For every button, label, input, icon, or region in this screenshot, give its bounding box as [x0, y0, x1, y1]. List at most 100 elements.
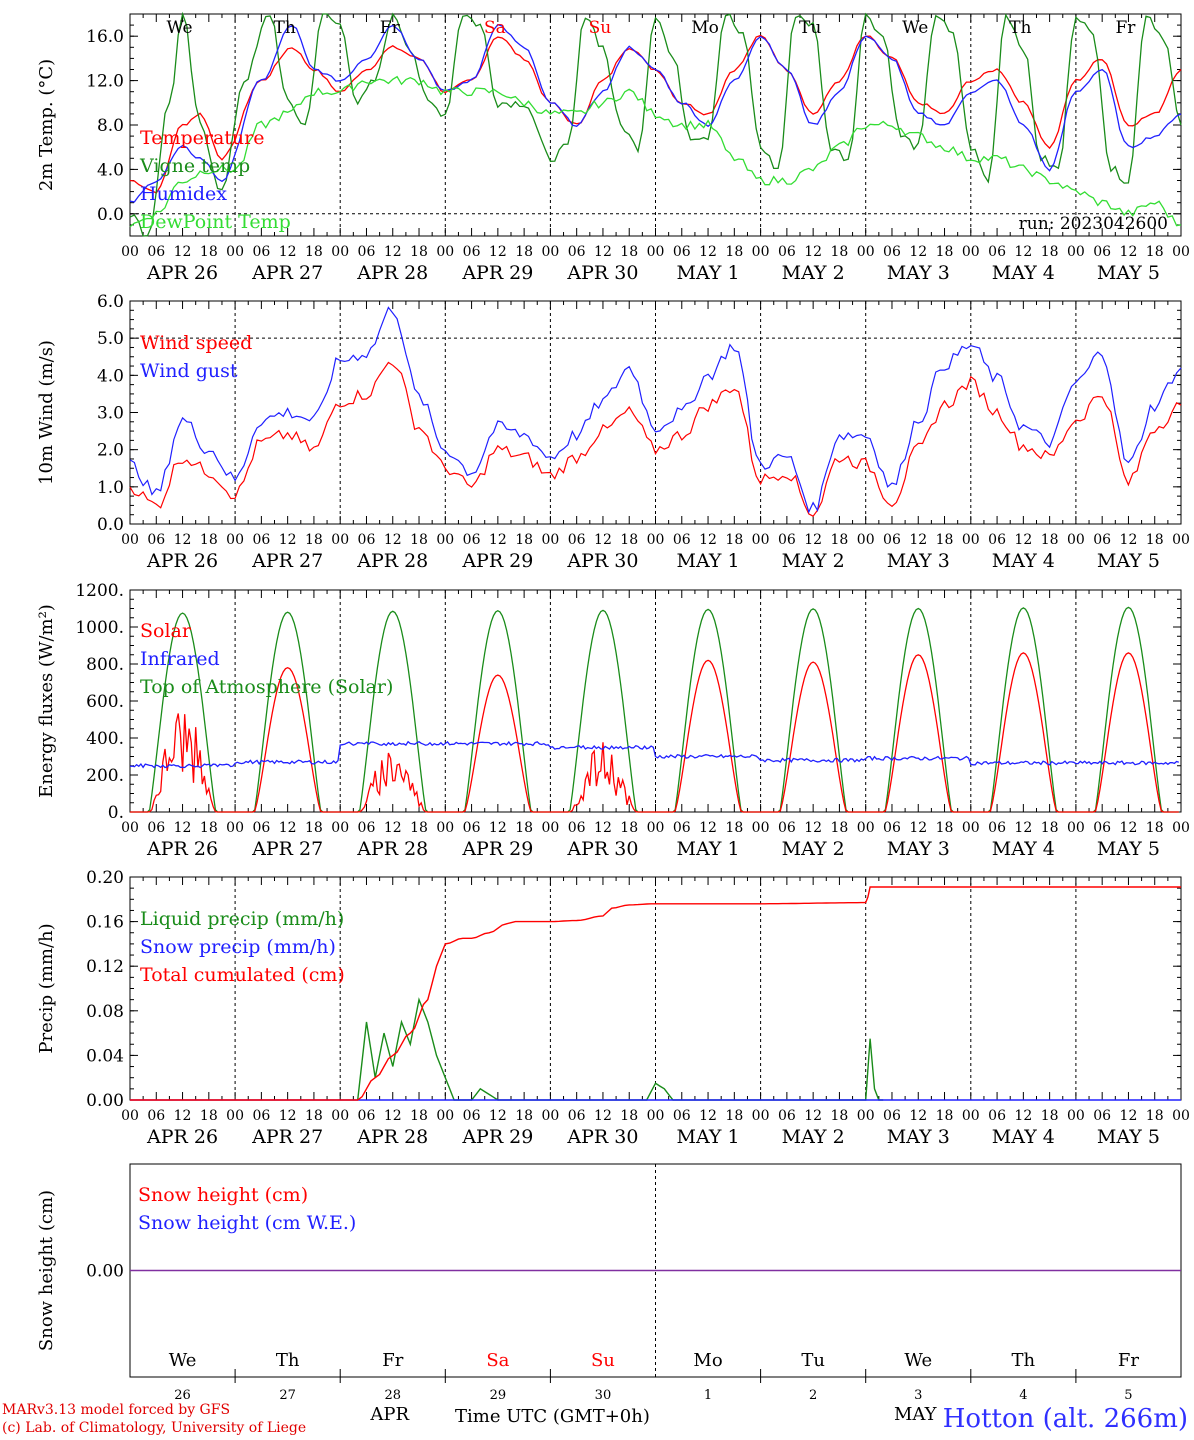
weekday-label: Fr: [1118, 1350, 1139, 1371]
day-number: 30: [595, 1388, 612, 1403]
date-label: APR 29: [461, 1126, 533, 1148]
y-tick-label: 2.0: [97, 441, 124, 461]
hour-label: 18: [200, 532, 218, 548]
weekday-label: Mo: [693, 1350, 722, 1371]
hour-label: 00: [541, 1108, 559, 1124]
hour-label: 12: [489, 1108, 507, 1124]
hour-label: 06: [778, 244, 796, 260]
hour-label: 18: [725, 820, 743, 836]
date-label: APR 28: [356, 262, 428, 284]
hour-label: 00: [331, 532, 349, 548]
weekday-label-top: Su: [589, 18, 612, 38]
hour-label: 06: [883, 244, 901, 260]
hour-label: 00: [541, 532, 559, 548]
weekday-label-top: Sa: [484, 18, 506, 38]
y-tick-label: 0.0: [97, 515, 124, 535]
total-cumulated-cm--line: [130, 886, 1181, 1101]
hour-label: 12: [384, 820, 402, 836]
hour-label: 18: [620, 244, 638, 260]
y-tick-label: 0.0: [97, 205, 124, 225]
y-tick-label: 0.04: [86, 1046, 124, 1066]
hour-label: 06: [252, 820, 270, 836]
hour-label: 18: [200, 820, 218, 836]
hour-label: 06: [988, 1108, 1006, 1124]
y-axis-label: Snow height (cm): [36, 1190, 57, 1351]
weekday-label: Sa: [486, 1350, 509, 1371]
hour-label: 12: [909, 532, 927, 548]
hour-label: 00: [752, 820, 770, 836]
date-label: APR 27: [251, 550, 323, 572]
hour-label: 12: [909, 1108, 927, 1124]
hour-label: 06: [673, 1108, 691, 1124]
date-label: APR 29: [461, 262, 533, 284]
hour-label: 12: [279, 1108, 297, 1124]
legend-snow-precip-mm-h-: Snow precip (mm/h): [140, 936, 336, 958]
hour-label: 18: [200, 244, 218, 260]
hour-label: 12: [909, 820, 927, 836]
hour-label: 06: [883, 1108, 901, 1124]
hour-label: 18: [620, 1108, 638, 1124]
hour-label: 18: [200, 1108, 218, 1124]
hour-label: 12: [174, 532, 192, 548]
y-tick-label: 1000.: [75, 618, 124, 638]
hour-label: 12: [1014, 1108, 1032, 1124]
date-label: MAY 4: [992, 550, 1055, 572]
hour-label: 06: [358, 820, 376, 836]
hour-label: 00: [857, 244, 875, 260]
hour-label: 12: [279, 820, 297, 836]
y-tick-label: 16.0: [86, 27, 124, 47]
date-label: APR 26: [146, 1126, 218, 1148]
hour-label: 00: [541, 244, 559, 260]
hour-label: 00: [121, 1108, 139, 1124]
hour-label: 18: [831, 244, 849, 260]
y-axis-label: Energy fluxes (W/m²): [36, 604, 57, 798]
day-number: 4: [1019, 1388, 1027, 1403]
weekday-label-top: Fr: [380, 18, 401, 38]
hour-label: 00: [647, 532, 665, 548]
hour-label: 00: [857, 532, 875, 548]
hour-label: 06: [673, 532, 691, 548]
hour-label: 06: [463, 532, 481, 548]
hour-label: 00: [857, 820, 875, 836]
hour-label: 00: [962, 820, 980, 836]
legend-humidex: Humidex: [140, 183, 227, 205]
hour-label: 18: [410, 820, 428, 836]
weekday-label: Th: [276, 1350, 300, 1371]
weekday-label: Th: [1012, 1350, 1036, 1371]
hour-label: 18: [515, 532, 533, 548]
date-label: APR 26: [146, 262, 218, 284]
hour-label: 18: [410, 244, 428, 260]
hour-label: 00: [1067, 244, 1085, 260]
hour-label: 06: [778, 820, 796, 836]
weekday-label-top: Tu: [799, 18, 821, 38]
y-tick-label: 8.0: [97, 116, 124, 136]
hour-label: 00: [121, 244, 139, 260]
hour-label: 00: [436, 1108, 454, 1124]
hour-label: 12: [909, 244, 927, 260]
date-label: MAY 4: [992, 1126, 1055, 1148]
hour-label: 06: [147, 1108, 165, 1124]
day-number: 29: [490, 1388, 507, 1403]
date-label: APR 28: [356, 838, 428, 860]
hour-label: 00: [331, 244, 349, 260]
y-tick-label: 0.: [108, 803, 124, 823]
vigne-temp-line: [129, 11, 1182, 237]
weekday-label-top: Th: [274, 18, 296, 38]
hour-label: 00: [1172, 244, 1190, 260]
y-tick-label: 800.: [86, 655, 124, 675]
hour-label: 00: [647, 820, 665, 836]
hour-label: 06: [568, 244, 586, 260]
y-axis-label: 10m Wind (m/s): [36, 340, 57, 485]
credit-lab: (c) Lab. of Climatology, University of L…: [2, 1420, 307, 1436]
y-axis-label: Precip (mm/h): [36, 923, 57, 1053]
hour-label: 18: [1146, 532, 1164, 548]
hour-label: 06: [1093, 244, 1111, 260]
hour-label: 12: [174, 1108, 192, 1124]
legend-dewpoint-temp: DewPoint Temp: [140, 211, 291, 233]
hour-label: 18: [410, 532, 428, 548]
y-tick-label: 0.20: [86, 868, 124, 888]
hour-label: 06: [1093, 820, 1111, 836]
hour-label: 00: [436, 532, 454, 548]
hour-label: 00: [752, 532, 770, 548]
